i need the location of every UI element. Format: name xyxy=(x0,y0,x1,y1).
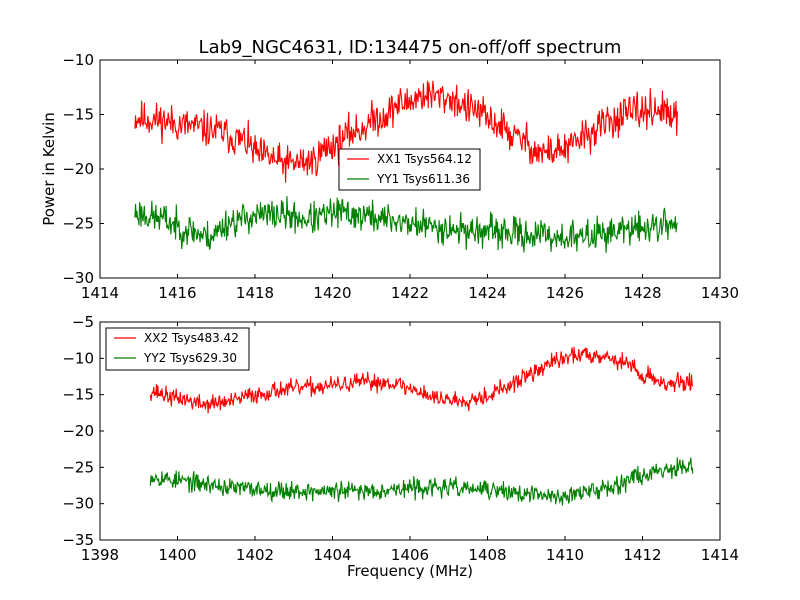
x-tick-label: 1402 xyxy=(236,546,274,564)
y-tick-label: −30 xyxy=(62,269,94,287)
x-tick-label: 1408 xyxy=(468,546,506,564)
x-tick-label: 1418 xyxy=(236,284,274,302)
x-tick-label: 1428 xyxy=(623,284,661,302)
bottom-panel: 1398 1400 1402 1404 1406 1408 1410 1412 1414 −35 −… xyxy=(62,313,739,564)
legend: XX1 Tsys564.12 YY1 Tsys611.36 xyxy=(338,148,481,191)
x-tick-label: 1398 xyxy=(81,546,119,564)
series-line-1 xyxy=(149,346,694,414)
x-tick-label: 1420 xyxy=(313,284,351,302)
x-tick-label: 1422 xyxy=(391,284,429,302)
y-axis-label: Power in Kelvin xyxy=(40,112,58,226)
y-tick-label: −15 xyxy=(62,386,94,404)
x-tick-label: 1416 xyxy=(158,284,196,302)
y-tick-label: −30 xyxy=(62,495,94,513)
legend-entry: YY1 Tsys611.36 xyxy=(376,172,470,186)
legend-box xyxy=(105,327,250,371)
y-tick-label: −10 xyxy=(62,349,94,367)
y-tick-label: −35 xyxy=(62,531,94,549)
x-tick-label: 1412 xyxy=(623,546,661,564)
x-tick-label: 1414 xyxy=(81,284,119,302)
x-tick-label: 1410 xyxy=(546,546,584,564)
chart-title: Lab9_NGC4631, ID:134475 on-off/off spect… xyxy=(199,37,622,58)
x-axis-label: Frequency (MHz) xyxy=(347,562,473,580)
y-tick-label: −20 xyxy=(62,160,94,178)
x-tick-label: 1430 xyxy=(701,284,739,302)
legend-entry: XX2 Tsys483.42 xyxy=(144,331,239,345)
legend-entry: XX1 Tsys564.12 xyxy=(377,152,472,166)
y-tick-label: −25 xyxy=(62,215,94,233)
series-line-2 xyxy=(149,457,694,506)
legend-entry: YY2 Tsys629.30 xyxy=(143,351,237,365)
y-tick-label: −20 xyxy=(62,422,94,440)
x-tick-label: 1414 xyxy=(701,546,739,564)
top-panel: 1414 1416 1418 1420 1422 1424 1426 1428 1430 −30 −… xyxy=(62,51,739,302)
x-tick-label: 1404 xyxy=(313,546,351,564)
series-line-2 xyxy=(134,196,678,253)
y-tick-label: −15 xyxy=(62,106,94,124)
y-tick-label: −5 xyxy=(72,313,94,331)
y-tick-label: −10 xyxy=(62,51,94,69)
series-line-1 xyxy=(134,80,678,183)
x-tick-label: 1406 xyxy=(391,546,429,564)
legend-box xyxy=(338,148,481,191)
x-tick-label: 1424 xyxy=(468,284,506,302)
y-tick-label: −25 xyxy=(62,458,94,476)
x-tick-label: 1400 xyxy=(158,546,196,564)
x-tick-label: 1426 xyxy=(546,284,584,302)
legend: XX2 Tsys483.42 YY2 Tsys629.30 xyxy=(105,327,250,371)
